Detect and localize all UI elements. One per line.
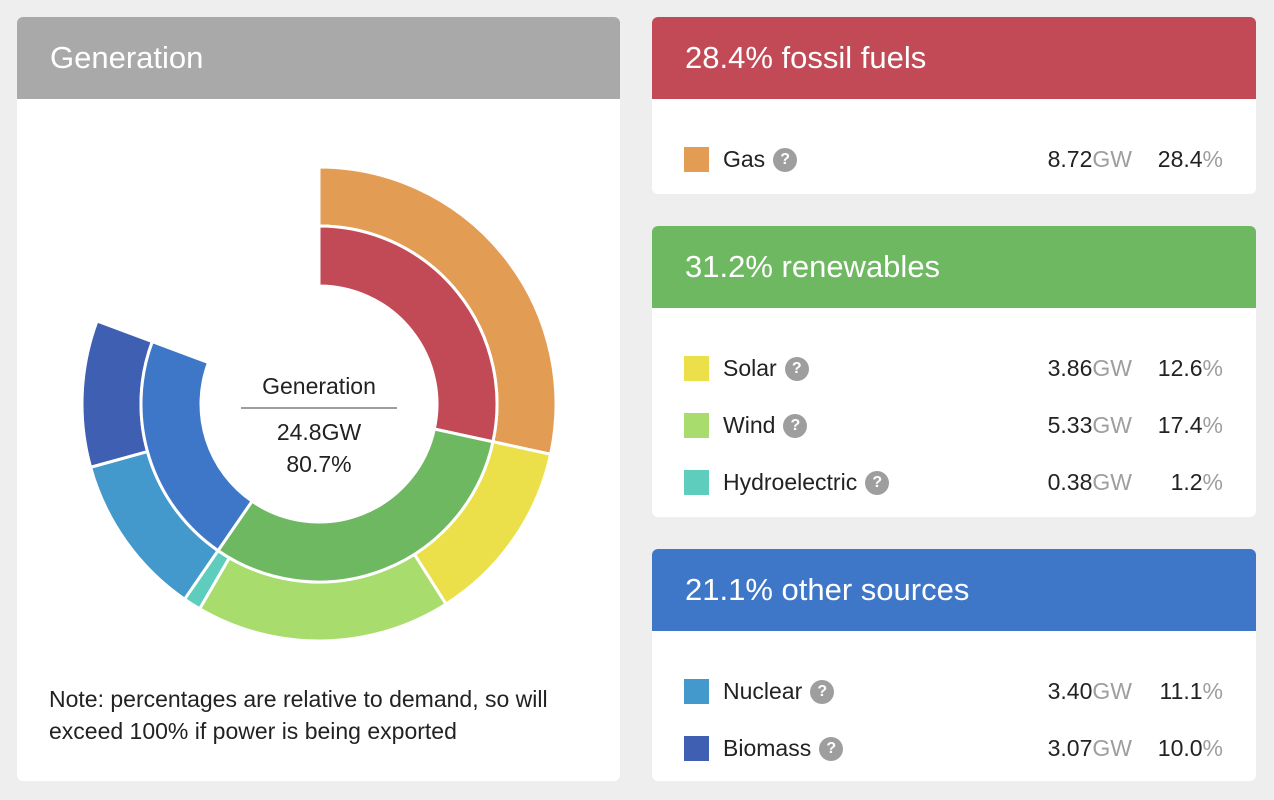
help-icon[interactable]: ? [783, 413, 808, 438]
nuclear-swatch [684, 679, 709, 704]
source-row-solar: Solar ? 3.86GW 12.6% [652, 340, 1256, 397]
chart-center-gw: 24.8GW [277, 419, 362, 445]
source-gw: 3.07GW [1047, 735, 1132, 761]
source-gw: 5.33GW [1047, 412, 1132, 438]
help-icon[interactable]: ? [819, 736, 844, 761]
help-icon[interactable]: ? [810, 679, 835, 704]
chart-center-label: Generation [262, 373, 376, 399]
inner-slice-other-sources [139, 339, 255, 553]
other-sources-card: 21.1% other sources Nuclear ? 3.40GW 11.… [652, 549, 1256, 781]
help-icon[interactable]: ? [784, 356, 809, 381]
source-gw: 3.86GW [1047, 355, 1132, 381]
inner-slice-renewables [215, 427, 495, 584]
source-gw: 3.40GW [1047, 678, 1132, 704]
source-name: Solar [723, 355, 777, 381]
generation-donut-chart: Generation 24.8GW 80.7% [80, 165, 558, 643]
chart-note: Note: percentages are relative to demand… [49, 686, 548, 744]
source-name: Hydroelectric [723, 469, 858, 495]
source-pct: 10.0% [1157, 735, 1223, 761]
source-row-gas: Gas ? 8.72GW 28.4% [652, 131, 1256, 188]
source-gw: 0.38GW [1047, 469, 1132, 495]
renewables-title: 31.2% renewables [652, 226, 1256, 308]
source-pct: 28.4% [1157, 146, 1223, 172]
chart-center-pct: 80.7% [286, 451, 351, 477]
help-icon[interactable]: ? [773, 147, 798, 172]
fossil-fuels-card: 28.4% fossil fuels Gas ? 8.72GW 28.4% [652, 17, 1256, 194]
source-row-hydroelectric: Hydroelectric ? 0.38GW 1.2% [652, 454, 1256, 511]
source-pct: 11.1% [1159, 678, 1223, 704]
source-row-nuclear: Nuclear ? 3.40GW 11.1% [652, 663, 1256, 720]
source-name: Gas [723, 146, 766, 172]
source-pct: 1.2% [1170, 469, 1223, 495]
gas-swatch [684, 147, 709, 172]
source-name: Biomass [723, 735, 812, 761]
generation-card: Generation Generation 24.8GW 80.7% Note:… [17, 17, 620, 781]
renewables-card: 31.2% renewables Solar ? 3.86GW 12.6% Wi… [652, 226, 1256, 517]
source-row-biomass: Biomass ? 3.07GW 10.0% [652, 720, 1256, 777]
help-icon[interactable]: ? [865, 470, 890, 495]
source-name: Nuclear [723, 678, 803, 704]
source-gw: 8.72GW [1047, 146, 1132, 172]
other-sources-title: 21.1% other sources [652, 549, 1256, 631]
source-name: Wind [723, 412, 776, 438]
solar-swatch [684, 356, 709, 381]
source-pct: 12.6% [1157, 355, 1223, 381]
fossil-fuels-title: 28.4% fossil fuels [652, 17, 1256, 99]
biomass-swatch [684, 736, 709, 761]
wind-swatch [684, 413, 709, 438]
source-pct: 17.4% [1157, 412, 1223, 438]
inner-slice-fossil-fuels [317, 224, 499, 444]
generation-card-title: Generation [17, 17, 620, 99]
hydroelectric-swatch [684, 470, 709, 495]
source-row-wind: Wind ? 5.33GW 17.4% [652, 397, 1256, 454]
